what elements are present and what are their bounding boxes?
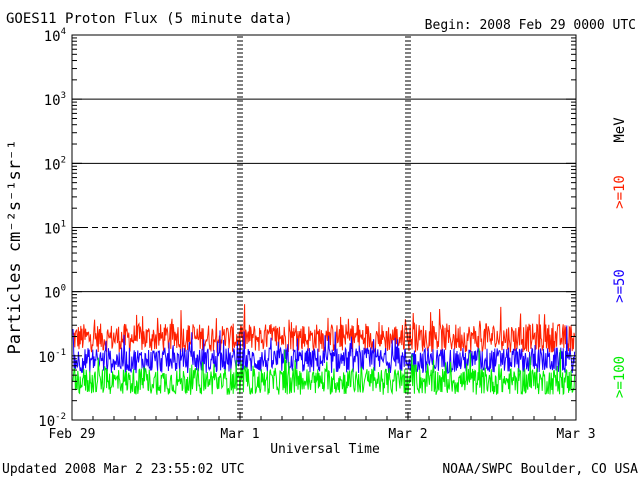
source-credit: NOAA/SWPC Boulder, CO USA (442, 462, 638, 477)
begin-label: Begin: 2008 Feb 29 0000 UTC (425, 18, 636, 33)
y-tick-label: 100 (44, 284, 66, 302)
updated-timestamp: Updated 2008 Mar 2 23:55:02 UTC (2, 462, 245, 477)
x-axis: Feb 29 Mar 1 Mar 2 Mar 3 (49, 412, 596, 442)
x-tick-label: Mar 3 (556, 427, 595, 442)
legend-series-2: >=100 (612, 356, 628, 398)
chart-title: GOES11 Proton Flux (5 minute data) (6, 11, 293, 27)
series-line-0 (72, 304, 576, 353)
y-axis-label: Particles cm⁻²s⁻¹sr⁻¹ (5, 140, 25, 355)
y-tick-label: 104 (44, 27, 66, 45)
y-tick-label: 102 (44, 155, 66, 173)
reference-lines (72, 98, 576, 293)
series-line-1 (72, 325, 576, 375)
x-axis-label: Universal Time (270, 442, 380, 457)
x-tick-label: Feb 29 (49, 427, 96, 442)
legend-series-1: >=50 (612, 269, 628, 303)
y-axis: 104 103 102 101 100 10-1 10-2 (38, 27, 576, 430)
y-tick-label: 10-1 (38, 348, 66, 366)
legend-units: MeV (612, 117, 628, 143)
series-line-2 (72, 348, 576, 396)
x-tick-label: Mar 2 (388, 427, 427, 442)
y-tick-label: 101 (44, 220, 66, 238)
legend-series-0: >=10 (612, 175, 628, 209)
x-tick-label: Mar 1 (220, 427, 259, 442)
y-tick-label: 10-2 (38, 412, 66, 430)
series-layer (72, 304, 576, 396)
y-tick-label: 103 (44, 91, 66, 109)
